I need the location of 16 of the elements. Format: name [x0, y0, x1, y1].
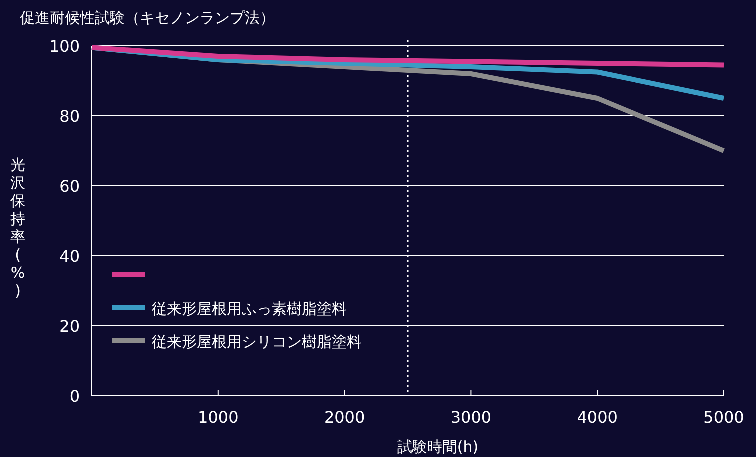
y-tick-label: 0: [70, 387, 80, 406]
x-tick-label: 2000: [324, 408, 366, 427]
x-axis-title: 試験時間(h): [397, 438, 479, 456]
legend-label: 従来形屋根用ふっ素樹脂塗料: [152, 300, 347, 318]
y-tick-label: 100: [49, 37, 80, 56]
y-axis-title: 光沢保持率(%): [10, 156, 26, 300]
y-tick-label: 20: [60, 317, 80, 336]
chart-title: 促進耐候性試験（キセノンランプ法）: [20, 9, 275, 27]
x-tick-label: 5000: [704, 408, 744, 427]
y-tick-label: 40: [60, 247, 80, 266]
y-tick-label: 80: [60, 107, 80, 126]
x-tick-label: 1000: [198, 408, 239, 427]
x-tick-label: 3000: [450, 408, 492, 427]
x-tick-label: 4000: [577, 408, 618, 427]
legend-label: 従来形屋根用シリコン樹脂塗料: [152, 333, 362, 351]
y-tick-label: 60: [60, 177, 80, 196]
